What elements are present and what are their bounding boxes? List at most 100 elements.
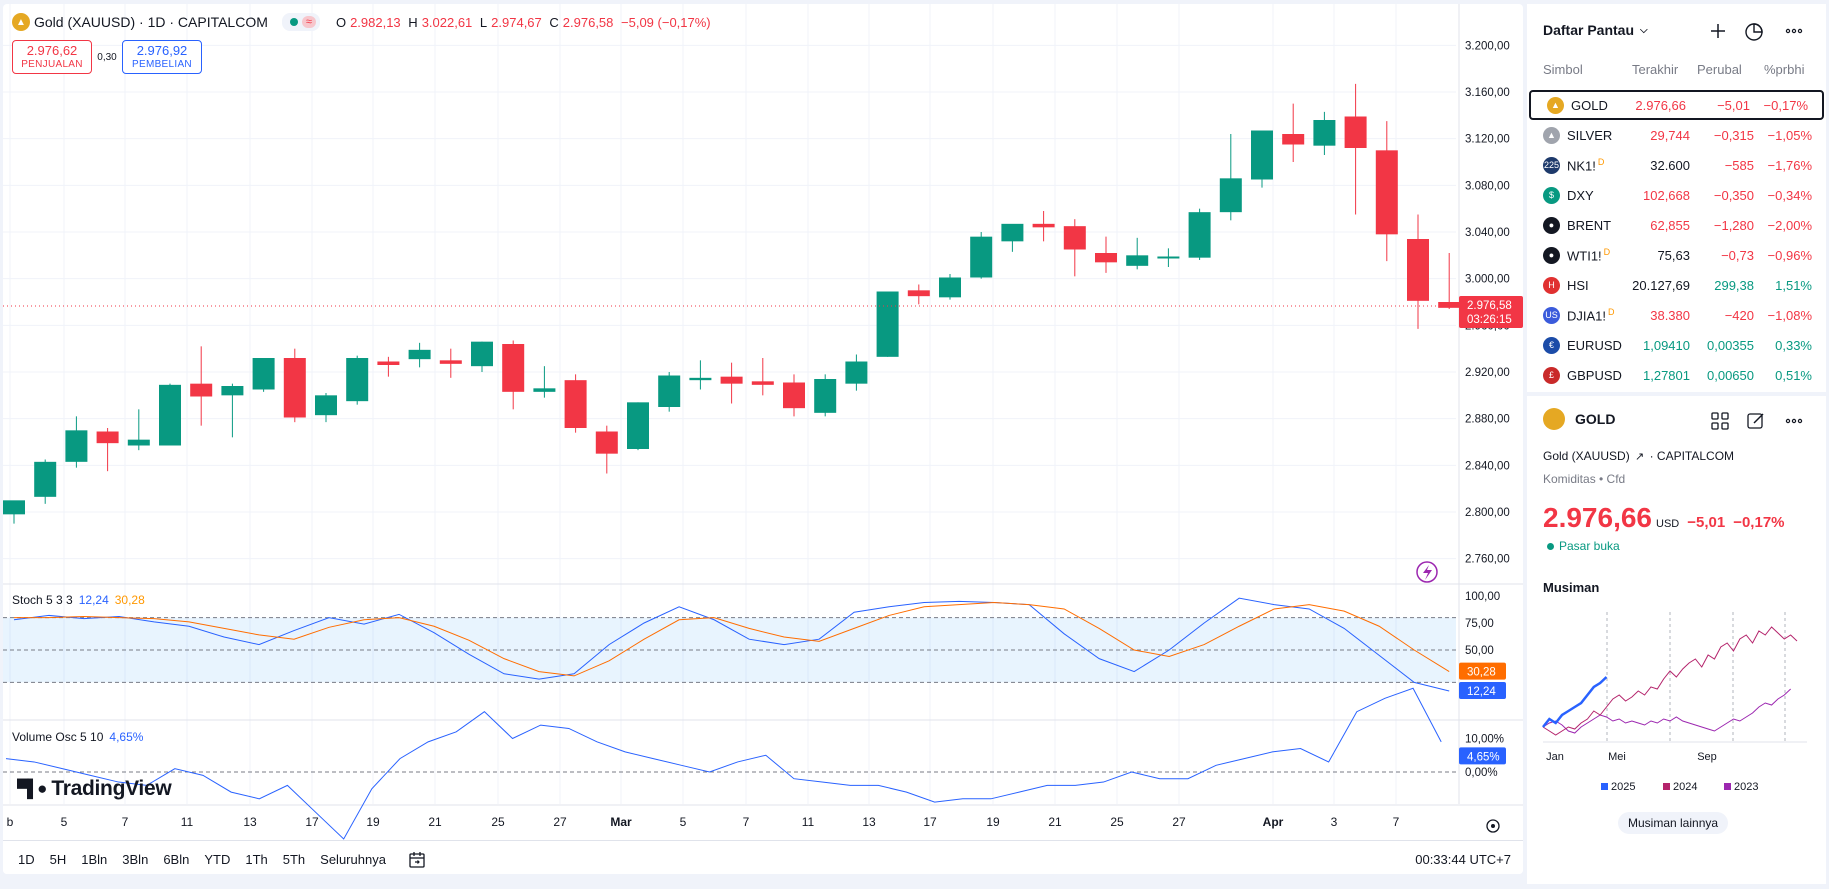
seasonal-chart[interactable]: Jan Mei Sep 2025 2024 2023 <box>1527 602 1826 802</box>
buy-price: 2.976,92 <box>136 43 188 58</box>
range-1m[interactable]: 1Bln <box>81 852 108 867</box>
detail-subtitle[interactable]: Gold (XAUUSD) <box>1543 449 1630 463</box>
time-tick-label: 3 <box>1331 815 1338 829</box>
detail-symbol[interactable]: GOLD <box>1575 411 1616 427</box>
watchlist-row-wti1[interactable]: ● WTI1! D 75,63 −0,73 −0,96% <box>1527 240 1826 270</box>
watchlist-row-eurusd[interactable]: € EURUSD 1,09410 0,00355 0,33% <box>1527 330 1826 360</box>
detail-price-block: 2.976,66 USD −5,01 −0,17% <box>1543 502 1785 534</box>
row-change: −420 <box>1724 307 1754 323</box>
row-change: 0,00355 <box>1707 337 1754 353</box>
watchlist-row-gold[interactable]: ▲ GOLD 2.976,66 −5,01 −0,17% <box>1529 90 1824 120</box>
settings-gear-icon <box>1486 819 1500 833</box>
range-5y[interactable]: 5Th <box>282 852 306 867</box>
range-ytd[interactable]: YTD <box>204 852 231 867</box>
volosc-legend[interactable]: Volume Osc 5 10 4,65% <box>12 730 143 744</box>
stoch-k-line <box>13 597 1450 692</box>
price-tick-label: 3.040,00 <box>1465 227 1510 239</box>
watchlist-title[interactable]: Daftar Pantau ⌵ <box>1543 22 1648 38</box>
candle-body <box>1126 255 1149 266</box>
tradingview-logo[interactable]: ▀▌● TradingView <box>17 777 172 801</box>
candle-body <box>283 358 306 418</box>
trade-buttons: 2.976,62 PENJUALAN 0,30 2.976,92 PEMBELI… <box>12 40 202 74</box>
panel-divider[interactable] <box>1527 392 1826 396</box>
candle-body <box>1219 178 1242 213</box>
range-5d[interactable]: 5H <box>49 852 67 867</box>
clock-timezone[interactable]: 00:33:44 UTC+7 <box>1415 852 1511 867</box>
watchlist-row-brent[interactable]: ● BRENT 62,855 −1,280 −2,00% <box>1527 210 1826 240</box>
row-symbol: HSI <box>1567 277 1589 293</box>
more-seasonals-button[interactable]: Musiman lainnya <box>1618 812 1729 834</box>
market-open-dot-icon <box>289 18 298 26</box>
market-status-text: Pasar buka <box>1559 539 1620 553</box>
col-last[interactable]: Terakhir <box>1632 62 1679 77</box>
col-symbol[interactable]: Simbol <box>1543 62 1583 77</box>
candle-body <box>939 277 961 298</box>
detail-currency: USD <box>1656 518 1680 530</box>
detail-category: Komiditas • Cfd <box>1543 472 1626 486</box>
price-tick-label: 3.200,00 <box>1465 40 1510 52</box>
detail-change: −5,01 <box>1687 514 1726 531</box>
candle-body <box>1188 212 1211 258</box>
candle-body <box>1001 223 1024 242</box>
detail-more-icon[interactable] <box>1783 410 1805 432</box>
range-1d[interactable]: 1D <box>18 852 35 867</box>
calendar-goto-icon[interactable] <box>408 851 426 869</box>
candle-body <box>377 361 400 365</box>
symbol-title[interactable]: Gold (XAUUSD) · 1D · CAPITALCOM <box>34 14 268 30</box>
lightning-bolt-icon <box>1423 565 1432 580</box>
range-all[interactable]: Seluruhnya <box>320 852 386 867</box>
detail-exchange: · CAPITALCOM <box>1649 449 1735 463</box>
watchlist-row-djia1[interactable]: US DJIA1! D 38.380 −420 −1,08% <box>1527 300 1826 330</box>
row-change-pct: 1,51% <box>1775 277 1812 293</box>
row-last: 29,744 <box>1650 127 1690 143</box>
detail-header: GOLD <box>1543 408 1615 430</box>
row-change: −0,73 <box>1721 247 1754 263</box>
candle-body <box>970 236 993 278</box>
market-status-pill[interactable]: ≈ <box>281 13 320 31</box>
time-tick-label: 21 <box>1048 815 1062 829</box>
add-symbol-icon[interactable] <box>1707 20 1729 42</box>
col-change[interactable]: Perubal <box>1697 62 1742 77</box>
chevron-down-icon: ⌵ <box>1640 24 1648 36</box>
symbol-logo-icon: US <box>1543 306 1560 324</box>
detail-change-pct: −0,17% <box>1733 514 1785 531</box>
row-change-pct: −1,08% <box>1767 307 1812 323</box>
range-3m[interactable]: 3Bln <box>122 852 149 867</box>
col-change-pct[interactable]: %prbhi <box>1764 62 1805 77</box>
time-tick-label: 27 <box>1172 815 1186 829</box>
watchlist-row-dxy[interactable]: $ DXY 102,668 −0,350 −0,34% <box>1527 180 1826 210</box>
lightning-icon <box>1416 561 1438 583</box>
stoch-d-badge-label: 30,28 <box>1467 667 1496 679</box>
price-chart[interactable]: 3.200,00 3.160,00 3.120,00 3.080,00 3.040,00… <box>3 4 1523 840</box>
row-change: −0,350 <box>1713 187 1754 203</box>
advanced-view-icon[interactable] <box>1743 20 1765 42</box>
candle-body <box>471 341 493 367</box>
more-options-icon[interactable] <box>1783 20 1805 42</box>
seasonal-month-label: Mei <box>1608 751 1626 763</box>
symbol-legend: ▲ Gold (XAUUSD) · 1D · CAPITALCOM ≈ O 2.9… <box>12 13 715 31</box>
edit-note-icon[interactable] <box>1745 410 1767 432</box>
settings-gear-center-icon <box>1491 824 1495 828</box>
time-tick-label: 19 <box>366 815 380 829</box>
stoch-name: Stoch 5 3 3 <box>12 593 73 607</box>
grid-view-icon[interactable] <box>1709 410 1731 432</box>
watchlist-row-gbpusd[interactable]: £ GBPUSD 1,27801 0,00650 0,51% <box>1527 360 1826 390</box>
watchlist-row-nk1[interactable]: 225 NK1! D 32.600 −585 −1,76% <box>1527 150 1826 180</box>
watchlist-row-silver[interactable]: ▲ SILVER 29,744 −0,315 −1,05% <box>1527 120 1826 150</box>
range-1y[interactable]: 1Th <box>245 852 268 867</box>
stoch-legend[interactable]: Stoch 5 3 3 12,24 30,28 <box>12 593 145 607</box>
buy-button[interactable]: 2.976,92 PEMBELIAN <box>122 40 202 74</box>
time-tick-label: 25 <box>1110 815 1124 829</box>
time-tick-label: 5 <box>680 815 687 829</box>
wave-icon: ≈ <box>301 16 316 28</box>
chart-pane[interactable]: 3.200,00 3.160,00 3.120,00 3.080,00 3.040,00… <box>3 4 1523 874</box>
price-tick-label: 3.080,00 <box>1465 180 1510 192</box>
external-link-icon[interactable]: ↗ <box>1635 451 1645 463</box>
low-label: L <box>479 14 488 30</box>
change-value: −5,09 (−0,17%) <box>621 14 711 30</box>
candle-body <box>1407 239 1429 301</box>
sell-button[interactable]: 2.976,62 PENJUALAN <box>12 40 92 74</box>
row-change: −1,280 <box>1713 217 1754 233</box>
watchlist-row-hsi[interactable]: H HSI 20.127,69 299,38 1,51% <box>1527 270 1826 300</box>
range-6m[interactable]: 6Bln <box>163 852 190 867</box>
